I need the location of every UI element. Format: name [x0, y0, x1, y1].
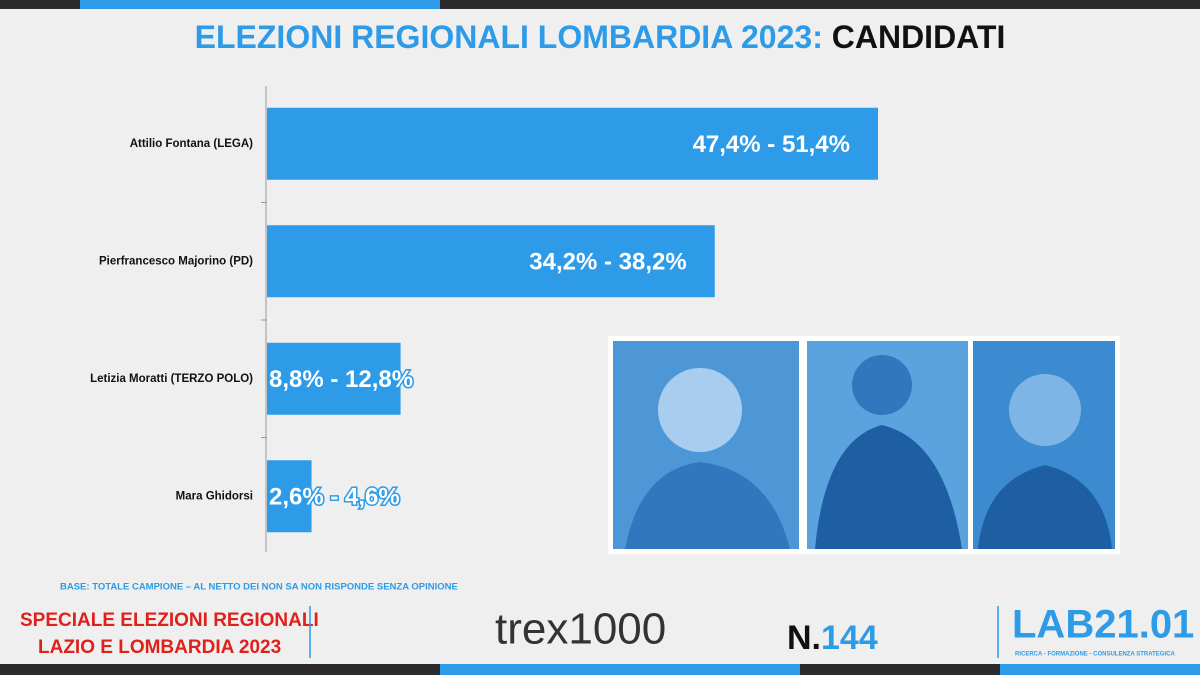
bottom-accent — [1000, 664, 1200, 675]
brand-tagline: RICERCA - FORMAZIONE - CONSULENZA STRATE… — [1015, 652, 1175, 658]
brand: LAB21.01 — [1012, 603, 1194, 647]
category-label: Mara Ghidorsi — [176, 490, 253, 502]
issue: N.144 — [787, 619, 878, 657]
photo-figure — [625, 462, 790, 549]
issue-number: 144 — [821, 619, 878, 657]
photo-figure — [658, 368, 742, 452]
title-suffix: CANDIDATI — [832, 19, 1006, 55]
title-main: ELEZIONI REGIONALI LOMBARDIA 2023: — [195, 19, 823, 55]
top-bar — [0, 0, 1200, 9]
chart-title: ELEZIONI REGIONALI LOMBARDIA 2023: CANDI… — [195, 19, 1006, 55]
bar — [267, 107, 878, 180]
photo-figure — [978, 465, 1112, 549]
bottom-accent — [440, 664, 800, 675]
value-label: 47,4% - 51,4% — [693, 131, 850, 158]
logo: trex1000 — [495, 605, 666, 654]
footnote: BASE: TOTALE CAMPIONE – AL NETTO DEI NON… — [60, 582, 458, 593]
footer-special: SPECIALE ELEZIONI REGIONALI — [20, 610, 319, 631]
photos — [608, 336, 1120, 554]
value-label: 8,8% - 12,8% — [269, 366, 413, 393]
value-label: 2,6% - 4,6% — [269, 484, 400, 511]
footer-special: LAZIO E LOMBARDIA 2023 — [38, 637, 281, 658]
photo-figure — [852, 355, 912, 415]
category-label: Attilio Fontana (LEGA) — [130, 138, 253, 150]
top-accent — [80, 0, 440, 9]
photo-figure — [1009, 374, 1081, 446]
value-label: 34,2% - 38,2% — [529, 249, 686, 276]
bar — [267, 225, 715, 298]
bar — [267, 342, 401, 415]
bar — [267, 460, 312, 533]
category-label: Pierfrancesco Majorino (PD) — [99, 255, 253, 267]
photo-figure — [815, 425, 962, 549]
issue-prefix: N. — [787, 619, 821, 657]
category-label: Letizia Moratti (TERZO POLO) — [90, 373, 253, 385]
